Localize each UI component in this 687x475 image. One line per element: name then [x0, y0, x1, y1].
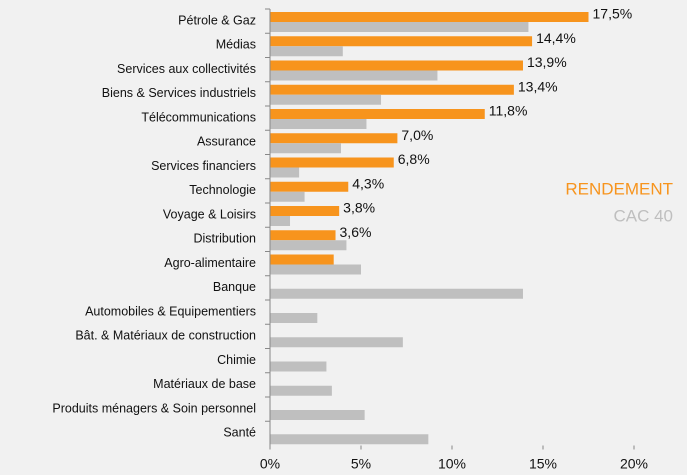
- bar: [270, 230, 336, 241]
- bar: [270, 216, 291, 226]
- value-label: 4,3%: [352, 175, 384, 191]
- legend-label: RENDEMENT: [565, 179, 673, 198]
- bar: [270, 84, 514, 95]
- bar: [270, 206, 340, 216]
- category-label: Pétrole & Gaz: [178, 13, 256, 27]
- bar: [270, 385, 332, 396]
- bar: [270, 46, 343, 57]
- category-label: Matériaux de base: [153, 377, 256, 391]
- category-label: Télécommunications: [141, 110, 256, 124]
- category-label: Voyage & Loisirs: [163, 207, 256, 221]
- category-label: Technologie: [189, 183, 256, 197]
- x-tick-label: 10%: [438, 456, 466, 472]
- value-label: 6,8%: [398, 151, 430, 167]
- bar: [270, 240, 347, 251]
- bar: [270, 264, 361, 275]
- value-label: 13,4%: [518, 78, 558, 94]
- bar: [270, 60, 523, 71]
- bar: [270, 22, 529, 32]
- category-label: Produits ménagers & Soin personnel: [52, 401, 256, 415]
- category-label: Chimie: [217, 353, 256, 367]
- category-label: Automobiles & Equipementiers: [85, 304, 256, 318]
- bar: [270, 36, 533, 47]
- x-tick-label: 15%: [529, 456, 557, 472]
- bar: [270, 70, 438, 81]
- category-label: Agro-alimentaire: [164, 256, 256, 270]
- category-label: Médias: [216, 38, 256, 52]
- value-label: 13,9%: [527, 54, 567, 70]
- bar: [270, 133, 398, 144]
- bar: [270, 12, 589, 22]
- category-label: Assurance: [197, 135, 256, 149]
- bar: [270, 167, 300, 178]
- bar: [270, 157, 394, 168]
- value-label: 7,0%: [401, 127, 433, 143]
- x-tick-label: 0%: [260, 456, 280, 472]
- category-label: Bât. & Matériaux de construction: [75, 329, 256, 343]
- bar: [270, 254, 334, 265]
- value-label: 3,8%: [343, 200, 375, 216]
- bar: [270, 191, 305, 202]
- value-label: 11,8%: [489, 103, 528, 119]
- bar: [270, 313, 318, 323]
- bar: [270, 337, 403, 348]
- bar: [270, 119, 367, 129]
- bar: [270, 94, 382, 105]
- category-label: Biens & Services industriels: [102, 86, 256, 100]
- bar: [270, 109, 485, 119]
- category-label: Banque: [213, 280, 256, 294]
- category-label: Services financiers: [151, 159, 256, 173]
- category-label: Distribution: [193, 232, 256, 246]
- x-tick-label: 20%: [620, 456, 648, 472]
- bar: [270, 143, 341, 154]
- value-label: 17,5%: [593, 6, 633, 22]
- x-tick-label: 5%: [351, 456, 371, 472]
- category-label: Santé: [223, 426, 256, 440]
- value-label: 3,6%: [340, 224, 372, 240]
- bar: [270, 181, 349, 192]
- bar: [270, 410, 365, 420]
- legend-label: CAC 40: [613, 206, 673, 225]
- bar: [270, 361, 327, 372]
- value-label: 14,4%: [536, 30, 576, 46]
- bar: [270, 288, 523, 299]
- category-label: Services aux collectivités: [117, 62, 256, 76]
- bar: [270, 434, 429, 445]
